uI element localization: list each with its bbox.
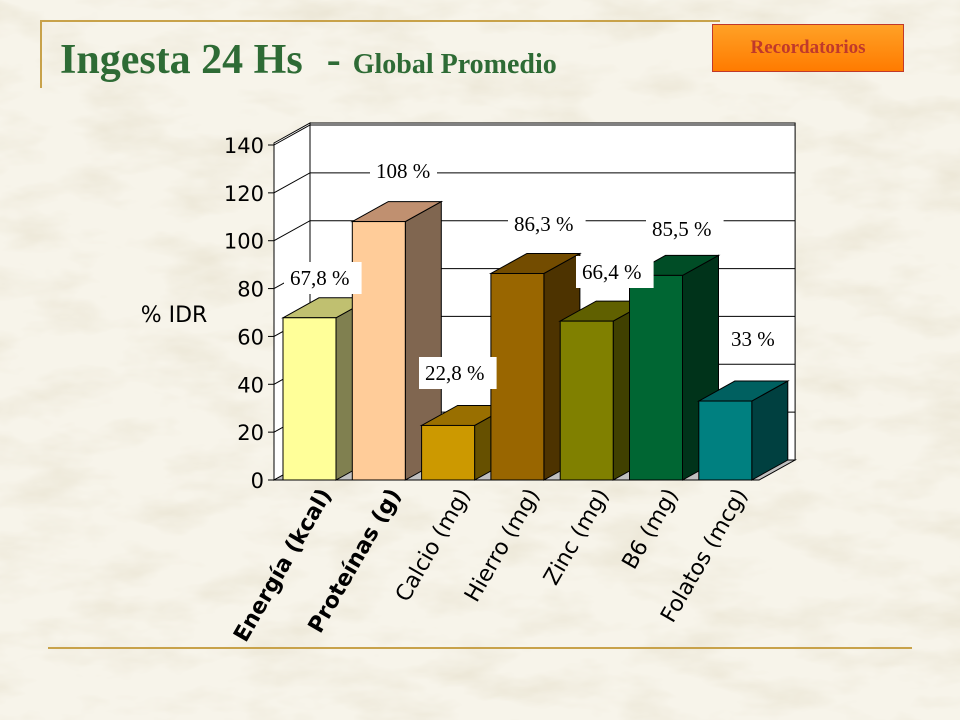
data-label-box xyxy=(370,155,437,187)
y-tick-label: 20 xyxy=(237,421,264,445)
bar-front xyxy=(698,400,753,481)
y-tick-label: 0 xyxy=(251,469,264,493)
data-label: 108 % xyxy=(370,155,437,187)
chart-group: 0 20 40 60 80 100 120 140 % IDR 67,8 % 108 % 22,8 %… xyxy=(141,122,798,646)
x-tick-label: Zinc (mg) xyxy=(539,485,614,590)
bar-front xyxy=(421,424,476,481)
bottom-rule xyxy=(48,647,912,649)
bar-front xyxy=(282,317,337,481)
title-subtitle: Global Promedio xyxy=(352,49,557,80)
data-label-box xyxy=(508,208,586,240)
y-tick-label: 80 xyxy=(237,278,264,302)
data-label-text: 108 % xyxy=(376,159,430,183)
data-label-box xyxy=(646,213,724,245)
gridline xyxy=(273,172,796,194)
data-label-text: 85,5 % xyxy=(652,217,712,241)
title-accent-vertical xyxy=(40,20,42,88)
data-label: 85,5 % xyxy=(646,213,724,245)
data-label-text: 67,8 % xyxy=(290,266,350,290)
title-separator: - xyxy=(326,37,341,83)
gridline xyxy=(273,124,796,146)
y-tick-label: 40 xyxy=(237,373,264,397)
data-label-text: 66,4 % xyxy=(582,260,642,284)
data-label-text: 86,3 % xyxy=(514,212,574,236)
y-tick-label: 100 xyxy=(224,230,264,254)
title-main: Ingesta 24 Hs xyxy=(60,37,303,83)
data-label-box xyxy=(725,323,782,355)
y-tick-label: 140 xyxy=(224,134,264,158)
x-tick-label: Hierro (mg) xyxy=(460,485,545,607)
bar xyxy=(696,380,790,481)
data-label: 67,8 % xyxy=(284,262,362,294)
data-label: 66,4 % xyxy=(576,256,654,288)
data-label: 22,8 % xyxy=(419,357,497,389)
data-label-box xyxy=(576,256,654,288)
bar-front xyxy=(351,221,406,481)
data-label: 33 % xyxy=(725,323,782,355)
title-accent-horizontal xyxy=(40,20,720,22)
page-title: Ingesta 24 Hs - Global Promedio xyxy=(60,36,557,84)
y-axis-label: % IDR xyxy=(141,303,208,328)
data-label: 86,3 % xyxy=(508,208,586,240)
data-label-box xyxy=(419,357,497,389)
data-label-text: 33 % xyxy=(731,327,775,351)
data-label-text: 22,8 % xyxy=(425,361,485,385)
bar-front xyxy=(559,320,614,481)
recordatorios-button[interactable]: Recordatorios xyxy=(712,24,904,72)
gridline xyxy=(273,220,796,242)
bar-front xyxy=(629,274,683,481)
data-label-box xyxy=(284,262,362,294)
y-tick-label: 60 xyxy=(237,325,264,349)
x-tick-label: B6 (mg) xyxy=(618,485,684,574)
bar-front xyxy=(490,272,545,481)
y-tick-label: 120 xyxy=(224,182,264,206)
